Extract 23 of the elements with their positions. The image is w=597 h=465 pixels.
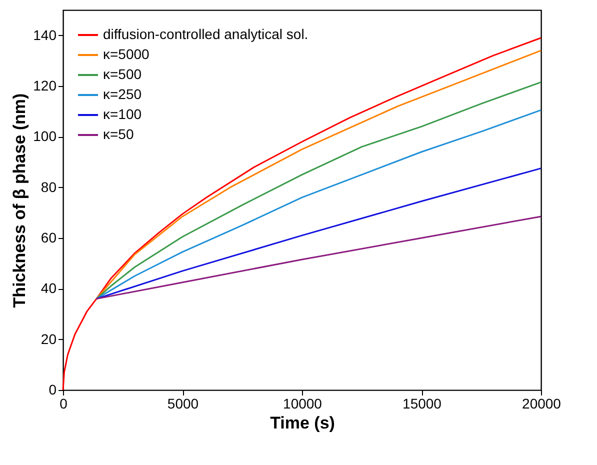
y-tick-label: 100: [33, 128, 57, 144]
y-tick-label: 120: [33, 78, 57, 94]
y-tick-label: 40: [40, 280, 57, 296]
y-axis-title: Thickness of β phase (nm): [10, 93, 30, 308]
line-series: [96, 216, 542, 300]
y-tick-label: 20: [40, 330, 57, 347]
y-tick-label: 0: [48, 382, 57, 398]
y-tick-label: 80: [40, 178, 57, 195]
line-series: [96, 168, 542, 300]
legend-label: κ=250: [103, 86, 142, 102]
legend-label: κ=100: [103, 106, 142, 122]
legend-label: diffusion-controlled analytical sol.: [103, 26, 308, 42]
legend-label: κ=50: [103, 126, 134, 142]
x-axis-title: Time (s): [270, 414, 335, 432]
x-tick-label: 20000: [522, 396, 562, 412]
y-tick-label: 140: [33, 26, 57, 43]
x-tick-label: 15000: [402, 396, 442, 412]
y-tick-label: 60: [40, 230, 57, 246]
x-tick-label: 10000: [283, 396, 322, 412]
x-tick-label: 0: [60, 396, 68, 412]
legend-label: κ=500: [103, 66, 142, 82]
x-tick-label: 5000: [167, 396, 199, 412]
legend-label: κ=5000: [103, 46, 150, 62]
